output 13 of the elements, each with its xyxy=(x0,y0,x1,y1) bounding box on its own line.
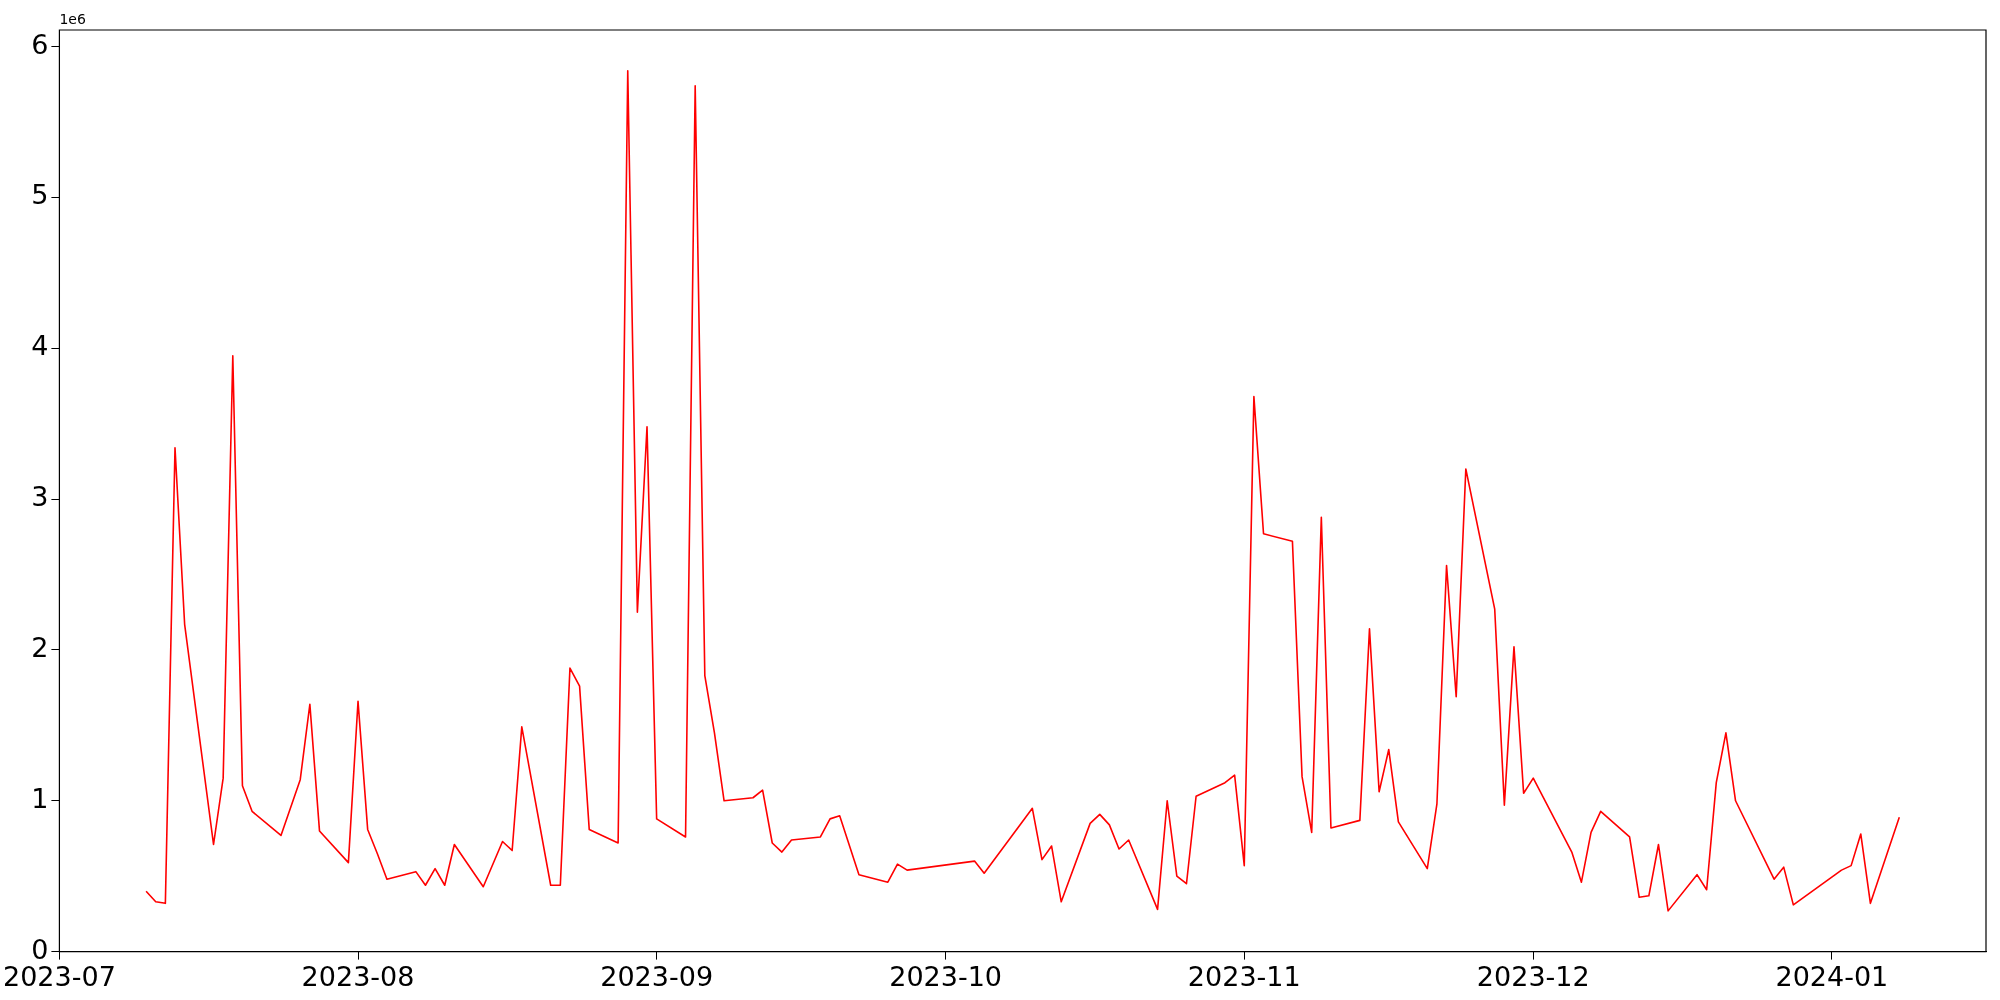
y-tick-label: 5 xyxy=(31,179,49,211)
y-tick-label: 6 xyxy=(31,28,49,60)
x-tick-label: 2023-08 xyxy=(301,960,415,992)
y-tick-label: 3 xyxy=(31,481,49,513)
x-tick-label: 2023-10 xyxy=(889,960,1003,992)
x-tick-label: 2023-09 xyxy=(600,960,714,992)
x-tick-label: 2023-11 xyxy=(1187,960,1301,992)
x-tick-label: 2023-12 xyxy=(1476,960,1590,992)
y-tick-label: 4 xyxy=(31,330,49,362)
y-tick-label: 2 xyxy=(31,631,49,663)
text: 1e6 xyxy=(59,10,86,27)
y-tick-label: 1 xyxy=(31,782,49,814)
x-tick-label: 2024-01 xyxy=(1775,960,1889,992)
